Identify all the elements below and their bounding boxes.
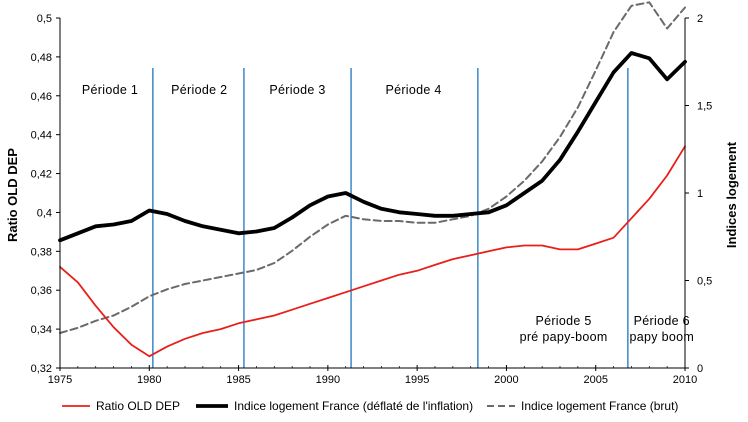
legend-label: Ratio OLD DEP: [96, 399, 180, 413]
x-tick-label: 1980: [137, 374, 161, 386]
y-tick-label: 0,48: [31, 52, 52, 64]
y-tick-label: 0,44: [31, 130, 52, 142]
legend: Ratio OLD DEP Indice logement France (déf…: [62, 399, 678, 413]
y-tick-label: 0,32: [31, 363, 52, 375]
y-tick-label: 0,34: [31, 324, 52, 336]
series-line-2: [58, 51, 687, 243]
period-sublabel: papy boom: [630, 330, 695, 344]
x-tick-label: 1985: [226, 374, 250, 386]
x-tick-label: 1995: [405, 374, 429, 386]
x-tick-label: 2010: [673, 374, 697, 386]
y-axis-right-title: Indices logement: [724, 141, 739, 248]
period-label: Période 4: [385, 83, 441, 97]
x-tick-label: 2000: [494, 374, 518, 386]
series-line-1: [59, 145, 686, 358]
series-line-3: [59, 1, 686, 334]
period-label: Période 6: [634, 314, 690, 328]
period-dividers: [152, 68, 629, 368]
period-label: Période 2: [171, 83, 227, 97]
axes: 1975 1980 1985 1990 1995 2000 2005 2010 0,32 0,34…: [31, 13, 713, 386]
period-labels: Période 1 Période 2 Période 3 Période 4 Péri…: [82, 83, 694, 344]
y2-tick-label: 2: [697, 13, 703, 25]
y-tick-label: 0,42: [31, 169, 52, 181]
period-label: Période 5: [535, 314, 591, 328]
y-tick-label: 0,4: [37, 207, 52, 219]
y2-tick-label: 0,5: [697, 276, 712, 288]
y-tick-label: 0,38: [31, 246, 52, 258]
legend-label: Indice logement France (brut): [521, 399, 678, 413]
period-sublabel: pré papy-boom: [520, 330, 608, 344]
series-layer: [58, 1, 687, 358]
legend-label: Indice logement France (déflaté de l'inf…: [234, 399, 473, 413]
y2-tick-label: 1,5: [697, 101, 712, 113]
period-label: Période 1: [82, 83, 138, 97]
y-axis-left-title: Ratio OLD DEP: [5, 148, 20, 242]
x-tick-label: 1990: [316, 374, 340, 386]
y-tick-label: 0,5: [37, 13, 52, 25]
x-tick-label: 2005: [583, 374, 607, 386]
y2-tick-label: 1: [697, 188, 703, 200]
y2-tick-label: 0: [697, 363, 703, 375]
x-tick-label: 1975: [48, 374, 72, 386]
period-label: Période 3: [269, 83, 325, 97]
y-tick-label: 0,36: [31, 285, 52, 297]
y-tick-label: 0,46: [31, 91, 52, 103]
